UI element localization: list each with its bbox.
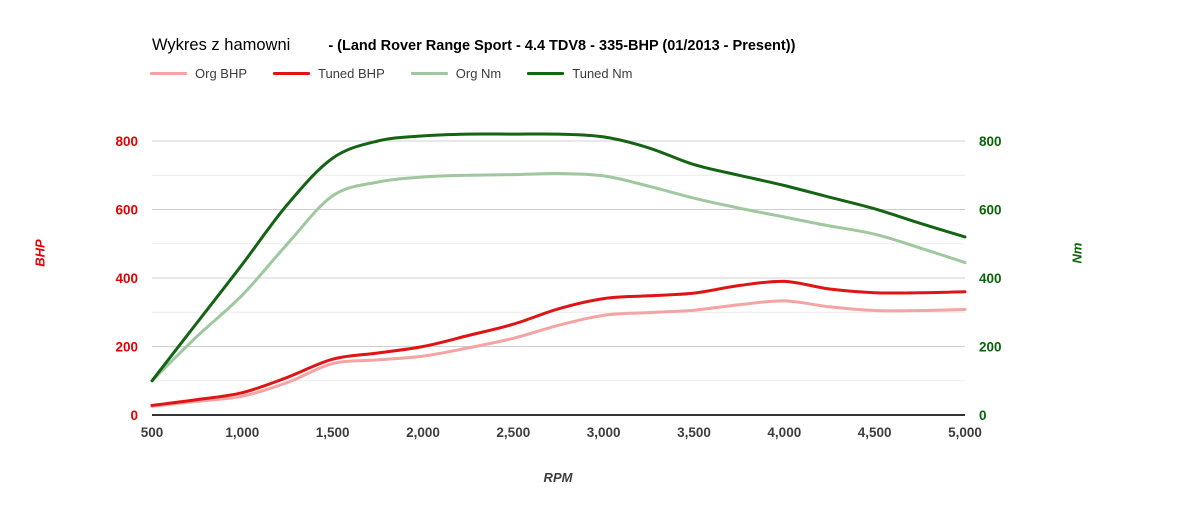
legend: Org BHP Tuned BHP Org Nm Tuned Nm <box>150 66 658 81</box>
legend-item-tuned-nm: Tuned Nm <box>527 66 632 81</box>
left-axis-tick-label: 200 <box>115 340 138 355</box>
chart-title: Wykres z hamowni <box>152 36 291 54</box>
x-axis-tick-label: 1,000 <box>225 425 259 440</box>
series-line-org-bhp <box>150 299 967 408</box>
x-axis-title: RPM <box>543 470 573 485</box>
series-line-tuned-nm <box>150 132 967 383</box>
chart-title-row: Wykres z hamowni - (Land Rover Range Spo… <box>152 36 795 55</box>
left-axis-tick-label: 0 <box>130 408 138 423</box>
legend-line-swatch <box>410 72 448 75</box>
right-axis-tick-label: 400 <box>979 271 1002 286</box>
legend-item-org-nm: Org Nm <box>410 66 502 81</box>
series-line-org-nm <box>150 171 967 383</box>
legend-label: Tuned Nm <box>572 66 633 81</box>
legend-label: Org BHP <box>195 66 248 81</box>
x-axis-tick-label: 3,000 <box>587 425 621 440</box>
x-axis-tick-label: 4,500 <box>858 425 892 440</box>
x-axis-tick-label: 2,000 <box>406 425 440 440</box>
legend-line-swatch <box>527 72 565 75</box>
legend-label: Org Nm <box>455 66 502 81</box>
legend-item-org-bhp: Org BHP <box>150 66 247 81</box>
legend-line-swatch <box>273 72 311 75</box>
x-axis-tick-label: 500 <box>141 425 164 440</box>
right-axis-title: Nm <box>1069 242 1085 264</box>
legend-label: Tuned BHP <box>318 66 385 81</box>
left-axis-title: BHP <box>32 239 48 267</box>
right-axis-tick-label: 800 <box>979 134 1002 149</box>
left-axis-tick-label: 600 <box>115 203 138 218</box>
x-axis-tick-label: 2,500 <box>496 425 530 440</box>
chart-subtitle: - (Land Rover Range Sport - 4.4 TDV8 - 3… <box>328 38 796 54</box>
right-axis-tick-label: 600 <box>979 203 1002 218</box>
x-axis-tick-label: 1,500 <box>316 425 350 440</box>
left-axis-tick-label: 800 <box>115 134 138 149</box>
x-axis-tick-label: 3,500 <box>677 425 711 440</box>
left-axis-tick-label: 400 <box>115 271 138 286</box>
x-axis-tick-label: 4,000 <box>767 425 801 440</box>
right-axis-tick-label: 200 <box>979 340 1002 355</box>
series-line-tuned-bhp <box>150 279 967 407</box>
right-axis-tick-label: 0 <box>979 408 987 423</box>
x-axis-tick-label: 5,000 <box>948 425 982 440</box>
legend-line-swatch <box>150 72 187 75</box>
legend-item-tuned-bhp: Tuned BHP <box>273 66 385 81</box>
